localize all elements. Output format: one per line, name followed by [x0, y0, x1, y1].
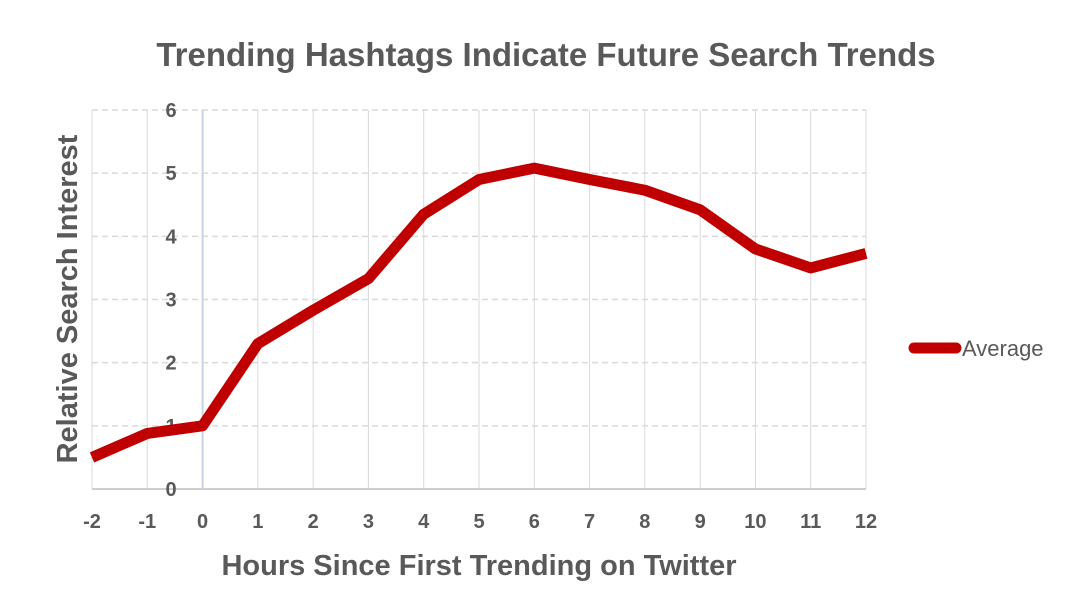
- x-tick-label: 6: [529, 511, 540, 533]
- gridlines: [91, 109, 867, 490]
- x-tick-label: 1: [252, 511, 263, 533]
- x-tick-label: 2: [308, 511, 319, 533]
- x-tick-label: 4: [418, 511, 430, 533]
- x-tick-label: 12: [855, 511, 877, 533]
- legend-label: Average: [962, 336, 1044, 361]
- x-tick-label: -1: [138, 511, 156, 533]
- x-tick-label: 10: [744, 511, 766, 533]
- chart-title: Trending Hashtags Indicate Future Search…: [156, 36, 935, 73]
- legend: Average: [908, 336, 1044, 361]
- y-tick-label: 4: [165, 226, 177, 248]
- x-tick-label: 9: [695, 511, 706, 533]
- x-tick-label: 8: [639, 511, 650, 533]
- x-axis-title: Hours Since First Trending on Twitter: [221, 550, 736, 582]
- y-tick-label: 5: [165, 163, 176, 185]
- x-tick-label: 11: [800, 511, 821, 533]
- x-tick-labels: -2 -1 0 1 2 3 4 5 6 7 8 9 10 11 12: [83, 511, 877, 533]
- y-tick-label: 0: [165, 479, 176, 501]
- y-axis-title: Relative Search Interest: [52, 134, 84, 463]
- x-tick-label: 7: [584, 511, 595, 533]
- x-tick-label: -2: [83, 511, 101, 533]
- x-tick-label: 3: [363, 511, 374, 533]
- y-tick-label: 3: [165, 290, 176, 312]
- y-tick-label: 2: [165, 353, 176, 375]
- x-tick-label: 5: [473, 511, 484, 533]
- y-tick-label: 6: [165, 100, 176, 122]
- series-line-average: [89, 162, 868, 463]
- series-group: [89, 162, 868, 463]
- x-tick-label: 0: [197, 511, 208, 533]
